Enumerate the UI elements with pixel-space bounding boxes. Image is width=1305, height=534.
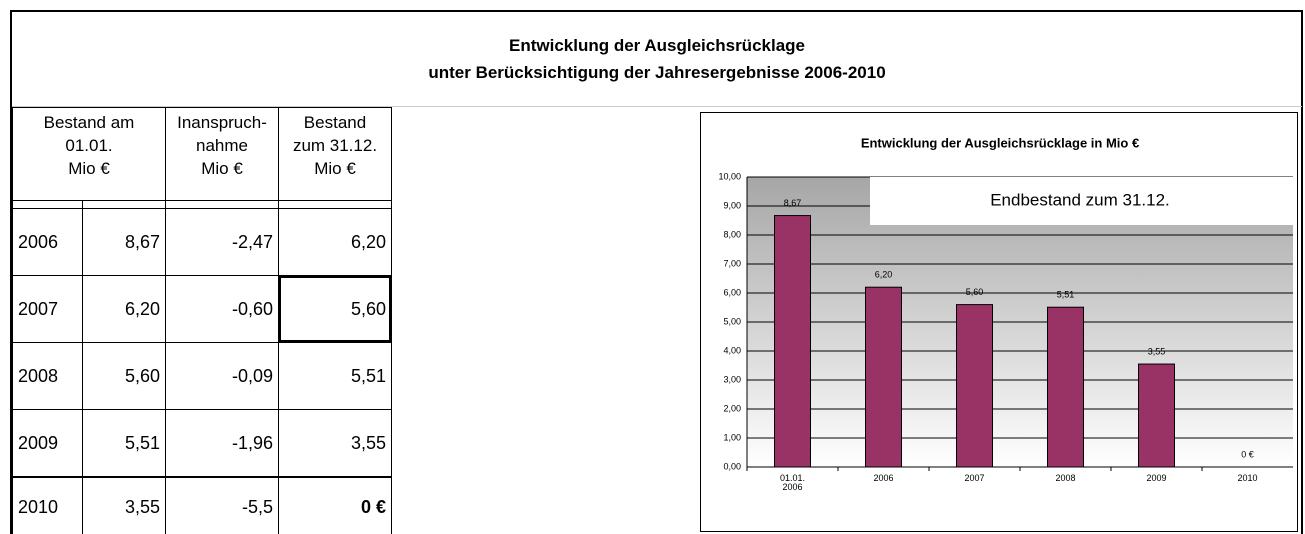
y-tick-label: 7,00 [723,258,741,268]
chart: Entwicklung der Ausgleichsrücklage in Mi… [718,135,1293,471]
bar [865,286,902,468]
bar [1047,306,1084,468]
x-tick-label: 01.01. 2006 [779,473,806,492]
chart-frame [700,112,1298,532]
header-cell: Bestand zum 31.12. Mio € [278,107,392,209]
bar [774,215,811,468]
table-cell: 6,20 [278,208,392,276]
table-cell: 5,51 [82,409,166,477]
bar [956,304,993,468]
chart-title: Entwicklung der Ausgleichsrücklage in Mi… [861,135,1139,150]
table-cell: -0,09 [165,342,279,410]
sheet-subtitle: unter Berücksichtigung der Jahresergebni… [428,63,886,82]
table-cell: 0 € [278,477,392,534]
y-tick-label: 0,00 [723,461,741,471]
table-cell: 2007 [12,275,83,343]
y-tick-label: 2,00 [723,403,741,413]
table-cell: -0,60 [165,275,279,343]
spacer-line [12,200,392,201]
y-tick-label: 9,00 [723,200,741,210]
table-cell: 2009 [12,409,83,477]
y-tick-label: 5,00 [723,316,741,326]
sheet-title: Entwicklung der Ausgleichsrücklage [508,36,805,55]
y-tick-label: 4,00 [723,345,741,355]
header-cell: Inanspruch- nahme Mio € [165,107,279,209]
y-tick-label: 8,00 [723,229,741,239]
sheet-border [10,10,1303,534]
table-cell: 6,20 [82,275,166,343]
bar [1138,363,1175,468]
x-tick-label: 2009 [1146,473,1167,483]
table-cell: -2,47 [165,208,279,276]
table-cell: 3,55 [278,409,392,477]
table-cell: 2008 [12,342,83,410]
y-tick-label: 10,00 [718,171,741,181]
x-tick-label: 2007 [964,473,985,483]
value-label: 5,51 [1057,290,1075,300]
value-label: 8,67 [784,198,802,208]
table-cell: 3,55 [82,477,166,534]
y-tick-label: 6,00 [723,287,741,297]
table-cell: 5,60 [82,342,166,410]
value-label: 6,20 [875,270,893,280]
table-cell: 5,51 [278,342,392,410]
y-tick-label: 1,00 [723,432,741,442]
legend-entry: Endbestand zum 31.12. [990,190,1170,209]
table-cell: -1,96 [165,409,279,477]
x-tick-label: 2008 [1055,473,1076,483]
legend-box [870,177,1293,225]
header-rule [12,106,1302,107]
table-cell: 8,67 [82,208,166,276]
value-label: 5,60 [966,287,984,297]
table-cell: 2006 [12,208,83,276]
x-tick-label: 2010 [1237,473,1258,483]
spacer-line [82,200,83,209]
y-tick-label: 3,00 [723,374,741,384]
table-cell: -5,5 [165,477,279,534]
value-label: 3,55 [1148,346,1166,356]
header-cell: Bestand am 01.01. Mio € [12,107,166,209]
table-cell: 5,60 [278,275,392,343]
x-tick-label: 2006 [873,473,894,483]
table-cell: 2010 [12,477,83,534]
value-label: 0 € [1241,449,1254,459]
